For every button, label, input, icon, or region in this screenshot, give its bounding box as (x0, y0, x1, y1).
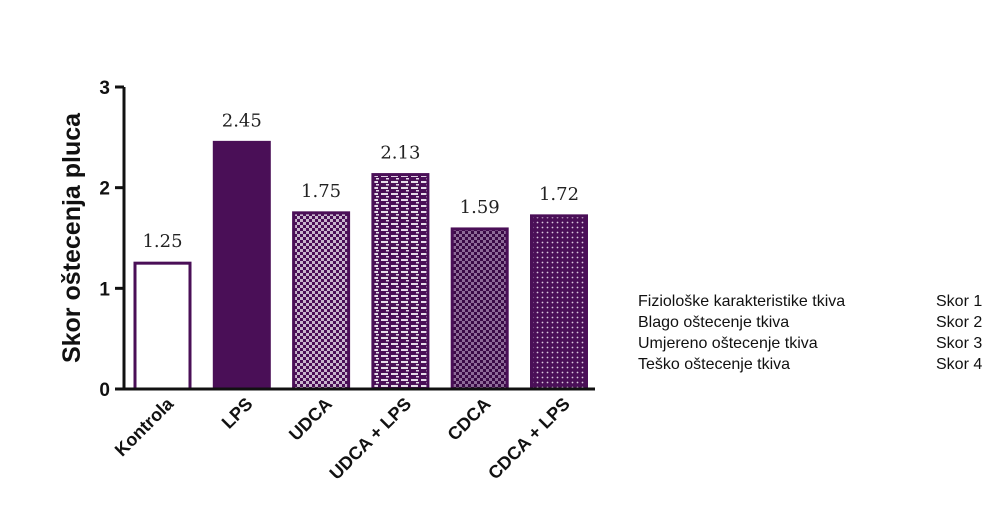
bar (133, 261, 192, 391)
x-tick-label: CDCA + LPS (484, 394, 574, 484)
data-label: 1.72 (539, 184, 579, 205)
legend-text: Fiziološke karakteristike tkiva (638, 293, 846, 310)
legend-text: Teško oštecenje tkiva (638, 356, 791, 373)
data-label: 2.13 (380, 143, 420, 164)
data-label: 1.59 (460, 197, 500, 218)
legend-score: Skor 1 (936, 293, 983, 310)
bar (212, 140, 271, 391)
legend-row: Teško oštecenje tkiva Skor 4 (638, 354, 1006, 375)
x-tick-label: CDCA (444, 394, 495, 445)
legend-row: Fiziološke karakteristike tkiva Skor 1 (638, 291, 1006, 312)
bar (292, 211, 351, 391)
data-label: 1.25 (142, 231, 182, 252)
x-tick-label: UDCA (285, 394, 336, 445)
score-legend: Fiziološke karakteristike tkiva Skor 1 B… (638, 291, 1006, 375)
legend-row: Blago oštecenje tkiva Skor 2 (638, 312, 1006, 333)
y-tick-label: 2 (99, 179, 110, 200)
y-tick-label: 1 (99, 279, 110, 300)
legend-score: Skor 4 (936, 356, 983, 373)
legend-score: Skor 3 (936, 335, 983, 352)
bar (371, 173, 430, 391)
y-axis-label: Skor oštecenja pluca (58, 112, 86, 363)
legend-score: Skor 2 (936, 314, 983, 331)
data-label: 2.45 (222, 110, 262, 131)
x-tick-label: UDCA + LPS (326, 394, 416, 484)
legend-text: Blago oštecenje tkiva (638, 314, 790, 331)
y-tick-label: 0 (99, 380, 110, 401)
y-tick-label: 3 (99, 78, 110, 99)
x-tick-label: LPS (218, 394, 257, 433)
legend-row: Umjereno oštecenje tkiva Skor 3 (638, 333, 1006, 354)
legend-text: Umjereno oštecenje tkiva (638, 335, 818, 352)
data-label: 1.75 (301, 181, 341, 202)
bar (450, 227, 509, 391)
x-tick-label: Kontrola (111, 393, 178, 460)
bar (530, 214, 588, 391)
